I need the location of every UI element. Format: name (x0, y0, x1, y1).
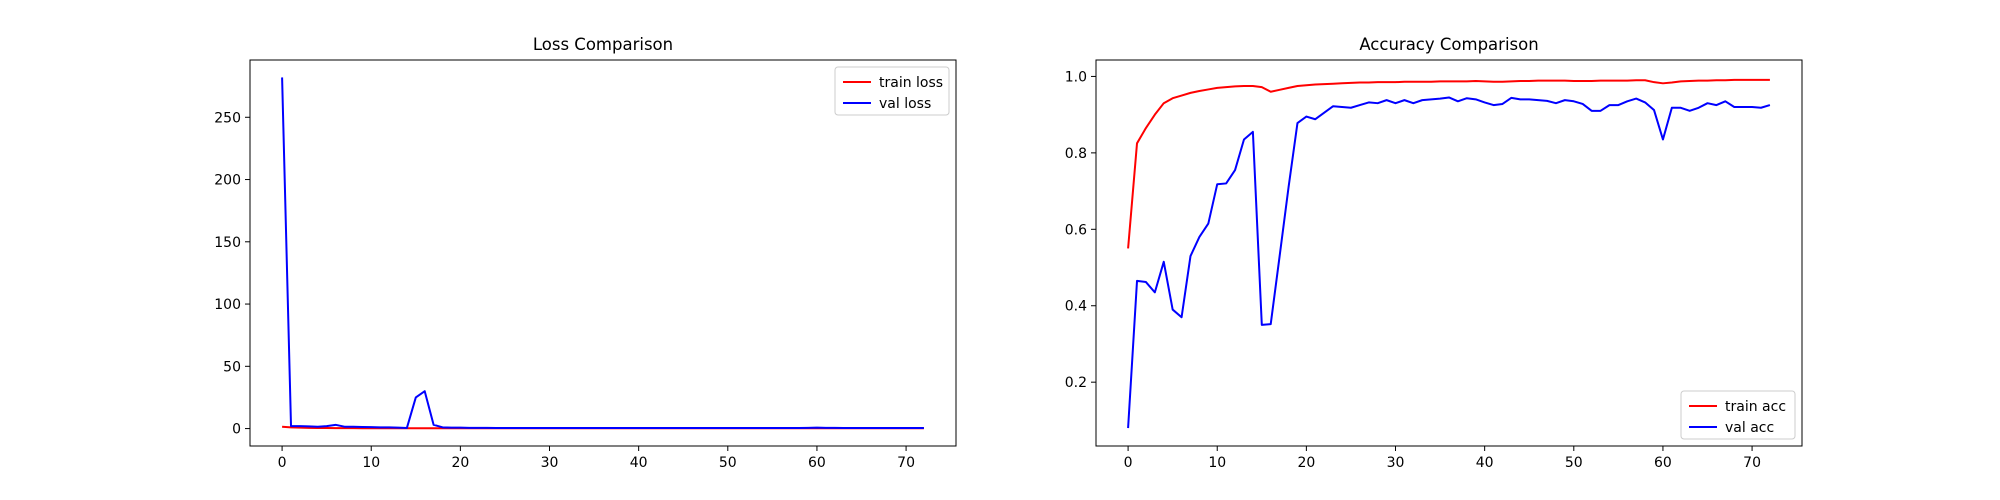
x-tick-label: 30 (541, 455, 559, 471)
y-tick-label: 1.0 (1065, 69, 1087, 85)
x-tick-label: 30 (1387, 455, 1405, 471)
legend: train loss val loss (834, 66, 950, 116)
val-loss-legend-label: val loss (879, 96, 931, 112)
y-tick-label: 0.4 (1065, 299, 1087, 315)
x-tick-label: 40 (1476, 455, 1494, 471)
val-loss-line (281, 77, 924, 429)
y-tick-label: 100 (214, 297, 241, 313)
x-tick-label: 0 (1124, 455, 1133, 471)
val-acc-legend-label: val acc (1725, 420, 1774, 436)
x-tick-label: 60 (1654, 455, 1672, 471)
x-tick-label: 50 (1565, 455, 1583, 471)
chart-title: Accuracy Comparison (1359, 35, 1538, 54)
y-tick-label: 0.8 (1065, 146, 1087, 162)
y-tick-label: 0.6 (1065, 222, 1087, 238)
x-tick-label: 70 (1743, 455, 1761, 471)
series-group (1127, 78, 1771, 429)
y-tick-label: 0.2 (1065, 375, 1087, 391)
val-acc-line (1127, 96, 1771, 429)
accuracy-comparison-chart: Accuracy Comparison 0 10 20 30 40 50 60 70 0.2 0.4… (1065, 35, 1803, 471)
y-tick-label: 150 (214, 235, 241, 251)
x-tick-label: 10 (1208, 455, 1226, 471)
x-tick-label: 60 (808, 455, 826, 471)
train-loss-legend-label: train loss (879, 75, 943, 91)
x-tick-label: 10 (362, 455, 380, 471)
train-acc-legend-label: train acc (1725, 399, 1786, 415)
x-tick-label: 50 (719, 455, 737, 471)
axes-frame (249, 59, 957, 447)
train-acc-line (1127, 78, 1770, 249)
x-tick-label: 0 (278, 455, 287, 471)
chart-title: Loss Comparison (533, 35, 673, 54)
y-tick-label: 250 (214, 110, 241, 126)
y-tick-label: 0 (232, 422, 241, 438)
x-tick-label: 70 (897, 455, 915, 471)
x-tick-label: 20 (1297, 455, 1315, 471)
series-group (281, 77, 924, 430)
y-tick-label: 200 (214, 173, 241, 189)
loss-comparison-chart: Loss Comparison 0 10 20 30 40 50 60 70 0 50 100 150 2… (214, 35, 957, 471)
x-tick-label: 40 (630, 455, 648, 471)
x-tick-label: 20 (451, 455, 469, 471)
legend: train acc val acc (1680, 390, 1796, 440)
axes-frame (1095, 59, 1803, 447)
y-tick-label: 50 (223, 359, 241, 375)
